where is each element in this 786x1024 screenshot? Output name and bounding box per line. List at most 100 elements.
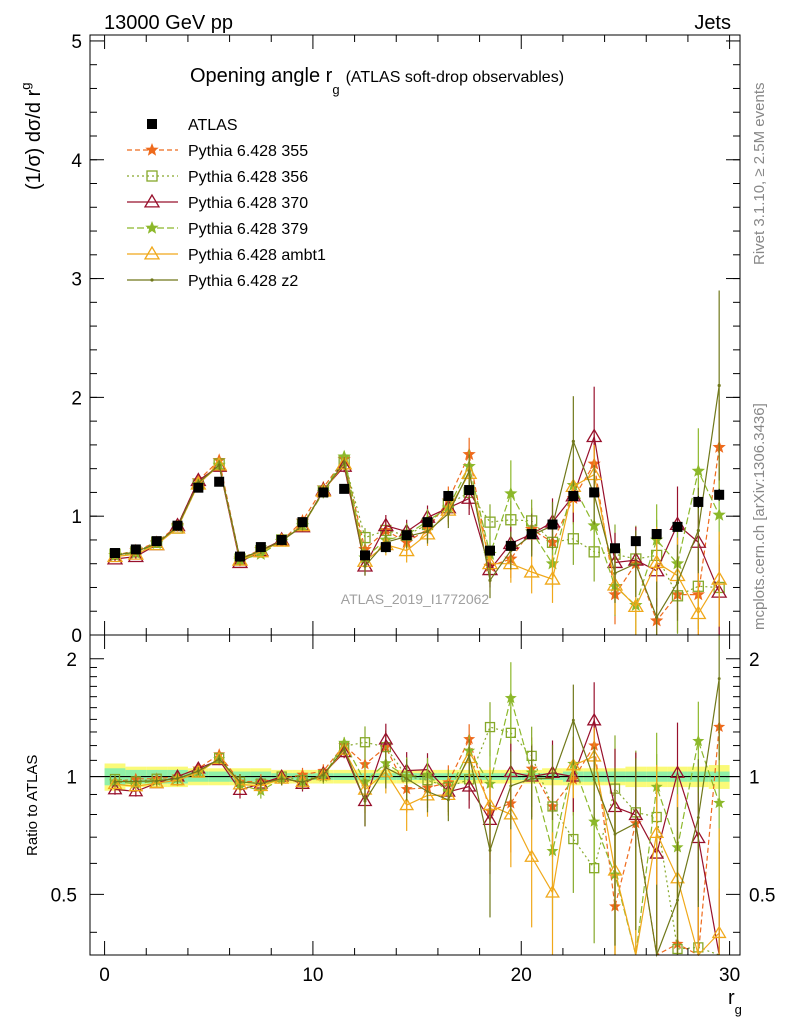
ratio-point-z2 bbox=[676, 898, 679, 902]
ratio-point-z2 bbox=[134, 779, 138, 783]
point-ambt1 bbox=[627, 598, 644, 613]
ratio-panel: 0.5 0.51 12 20 10 20 30 bbox=[51, 35, 775, 986]
ratio-point-ambt1 bbox=[149, 775, 165, 789]
legend-marker bbox=[143, 245, 161, 260]
point-ambt1 bbox=[711, 570, 728, 585]
ratio-tick-label-right: 0.5 bbox=[749, 885, 775, 906]
ratio-point-ambt1 bbox=[107, 776, 123, 790]
point-ATLAS bbox=[172, 520, 183, 531]
legend-marker bbox=[145, 221, 159, 234]
point-379 bbox=[504, 486, 518, 500]
point-379 bbox=[712, 508, 726, 521]
x-tick-label: 10 bbox=[302, 965, 323, 986]
point-379 bbox=[691, 464, 705, 477]
point-ATLAS bbox=[610, 543, 620, 554]
ratio-point-z2 bbox=[634, 821, 638, 825]
legend-marker bbox=[145, 143, 159, 156]
ratio-point-356 bbox=[568, 833, 579, 845]
ratio-point-ambt1 bbox=[545, 884, 560, 898]
line-379 bbox=[114, 455, 720, 607]
x-axis-label: rg bbox=[728, 987, 742, 1017]
ratio-point-z2 bbox=[592, 777, 596, 781]
ratio-point-z2 bbox=[363, 799, 367, 803]
legend-label: Pythia 6.428 379 bbox=[188, 221, 308, 238]
ratio-point-z2 bbox=[259, 782, 263, 786]
point-ATLAS bbox=[193, 482, 204, 493]
legend-marker bbox=[146, 170, 158, 182]
header-left: 13000 GeV pp bbox=[104, 12, 233, 34]
point-z2 bbox=[717, 383, 721, 388]
legend-item-379: Pythia 6.428 379 bbox=[127, 221, 308, 238]
ratio-point-370 bbox=[586, 712, 602, 726]
ratio-series-ambt1 bbox=[107, 727, 727, 957]
ratio-point-z2 bbox=[113, 780, 117, 784]
ratio-tick-label-right: 2 bbox=[749, 650, 760, 671]
point-ATLAS bbox=[276, 534, 287, 545]
ratio-point-370 bbox=[378, 731, 394, 745]
ratio-point-z2 bbox=[530, 777, 534, 781]
ratio-point-379 bbox=[588, 815, 601, 827]
y-tick-label: 1 bbox=[71, 507, 82, 528]
legend-item-ambt1: Pythia 6.428 ambt1 bbox=[127, 245, 326, 264]
point-ATLAS bbox=[589, 487, 600, 498]
ratio-point-z2 bbox=[238, 780, 242, 784]
ratio-series-355 bbox=[109, 688, 726, 956]
ratio-point-z2 bbox=[467, 754, 471, 758]
ratio-point-z2 bbox=[196, 769, 200, 773]
point-ambt1 bbox=[648, 554, 665, 569]
point-ATLAS bbox=[214, 476, 225, 487]
legend-marker bbox=[147, 119, 157, 129]
ratio-point-z2 bbox=[488, 848, 492, 852]
point-ATLAS bbox=[360, 550, 370, 561]
mcplots-info: mcplots.cern.ch [arXiv:1306.3436] bbox=[751, 403, 768, 630]
legend-item-ATLAS: ATLAS bbox=[147, 117, 238, 134]
legend-label: Pythia 6.428 370 bbox=[188, 195, 308, 212]
ratio-line-356 bbox=[114, 726, 720, 956]
point-z2 bbox=[467, 469, 471, 473]
point-ATLAS bbox=[401, 530, 412, 541]
chart-title: Opening angle rg(ATLAS soft-drop observa… bbox=[190, 65, 564, 97]
series-z2 bbox=[113, 290, 721, 635]
ratio-point-z2 bbox=[696, 816, 700, 819]
point-z2 bbox=[613, 571, 617, 575]
point-ATLAS bbox=[693, 496, 704, 507]
legend-label: Pythia 6.428 z2 bbox=[188, 273, 298, 290]
ratio-point-z2 bbox=[613, 832, 617, 836]
ratio-point-ambt1 bbox=[649, 825, 665, 839]
point-ATLAS bbox=[339, 483, 350, 494]
point-ATLAS bbox=[110, 548, 120, 559]
ratio-series-layer bbox=[107, 635, 727, 958]
point-ATLAS bbox=[630, 536, 641, 547]
point-ATLAS bbox=[651, 529, 662, 540]
y-axis-label: (1/σ) dσ/d rg bbox=[18, 83, 45, 191]
point-z2 bbox=[488, 578, 492, 582]
ratio-point-z2 bbox=[446, 798, 450, 802]
point-z2 bbox=[342, 461, 346, 465]
legend-marker bbox=[143, 193, 161, 208]
line-370 bbox=[114, 436, 720, 593]
ratio-series-356 bbox=[109, 702, 720, 956]
point-ATLAS bbox=[443, 490, 454, 501]
ratio-point-z2 bbox=[384, 766, 388, 770]
ratio-axis-label: Ratio to ATLAS bbox=[24, 755, 41, 856]
point-ATLAS bbox=[130, 544, 141, 555]
point-z2 bbox=[675, 581, 680, 585]
point-ATLAS bbox=[297, 517, 308, 528]
legend: ATLAS Pythia 6.428 355 Pythia 6.428 356 Pyt… bbox=[127, 117, 326, 290]
upper-axis-ticks: 0 1 2 3 4 5 bbox=[71, 32, 740, 647]
point-z2 bbox=[217, 463, 221, 467]
legend-label: Pythia 6.428 356 bbox=[188, 169, 308, 186]
point-z2 bbox=[363, 564, 367, 568]
ratio-point-z2 bbox=[426, 790, 429, 793]
legend-item-356: Pythia 6.428 356 bbox=[127, 169, 308, 186]
ratio-point-ambt1 bbox=[565, 757, 581, 771]
ratio-point-379 bbox=[713, 796, 726, 809]
x-tick-label: 20 bbox=[511, 965, 532, 986]
ratio-point-z2 bbox=[301, 780, 304, 784]
point-370 bbox=[127, 548, 144, 563]
point-ATLAS bbox=[151, 536, 162, 547]
upper-panel: 0 1 2 3 4 5 bbox=[71, 32, 741, 647]
point-370 bbox=[461, 490, 478, 504]
ratio-tick-label: 0.5 bbox=[51, 885, 77, 906]
point-ambt1 bbox=[523, 563, 540, 578]
